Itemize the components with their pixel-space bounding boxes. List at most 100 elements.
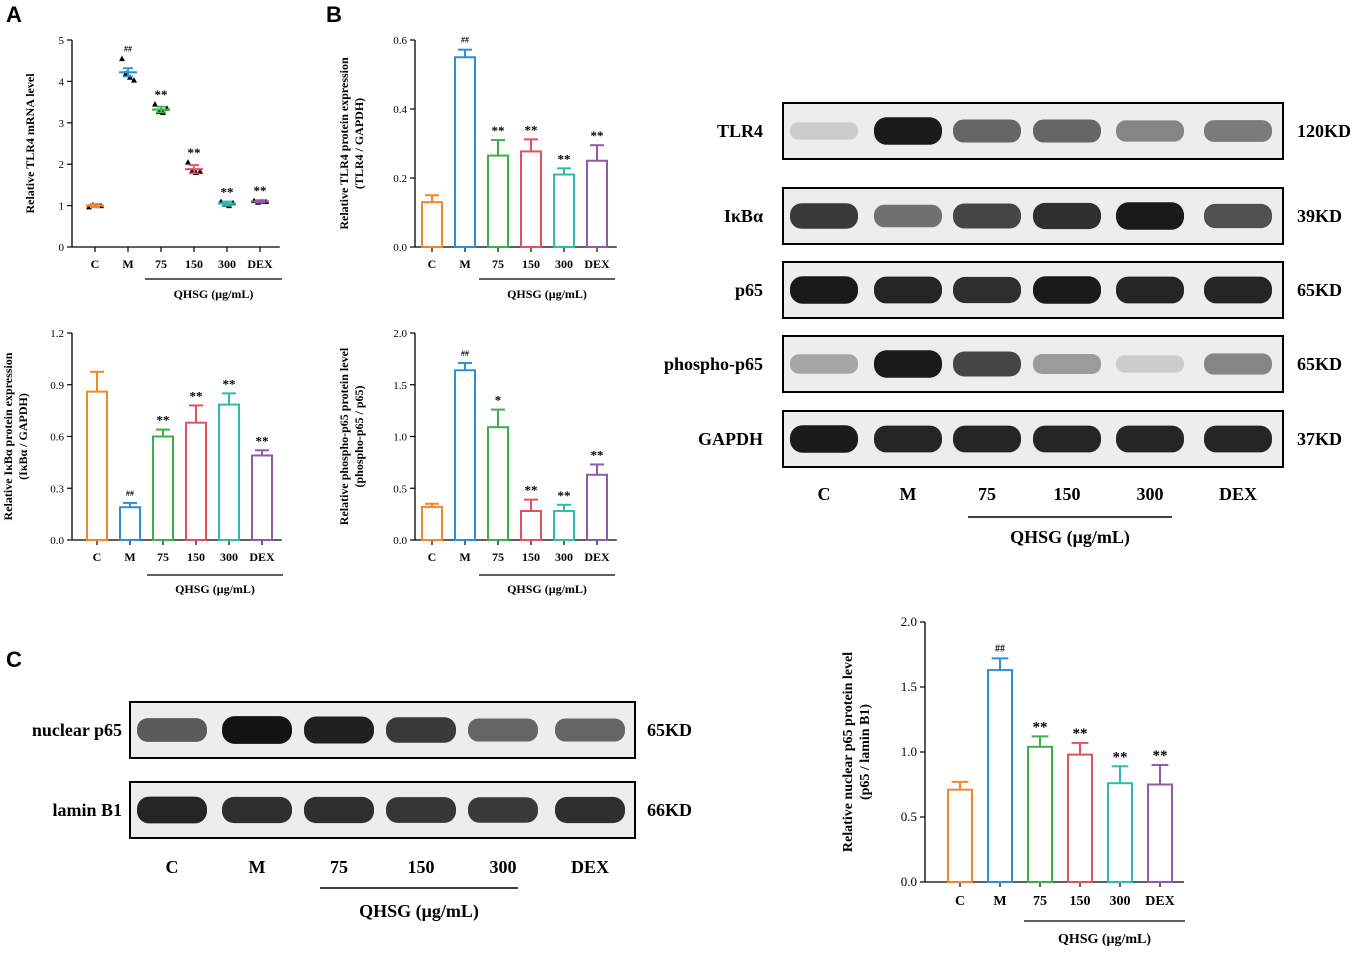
significance-mark: ** — [157, 413, 170, 428]
blot-size-label: 37KD — [1297, 429, 1342, 449]
y-tick-label: 0.0 — [50, 535, 64, 547]
panel-letter-a: A — [6, 2, 22, 27]
significance-mark: ** — [223, 376, 236, 391]
blot-row-0: TLR4 120KD — [717, 102, 1351, 160]
panel-letter-b: B — [326, 2, 342, 27]
blot-band — [790, 122, 858, 140]
y-tick-label: 5 — [59, 35, 65, 47]
blot-band — [304, 716, 374, 744]
bar-75 — [152, 435, 174, 541]
blot-band — [304, 796, 374, 824]
panel-letter-c: C — [6, 647, 22, 672]
bar-M — [987, 669, 1013, 883]
blot-protein-label: lamin B1 — [52, 800, 122, 820]
bar-75 — [1027, 745, 1053, 883]
y-axis-title: Relative phospho-p65 protein level — [337, 347, 351, 525]
bar-M — [454, 369, 476, 542]
group-label: QHSG (μg/mL) — [175, 582, 255, 596]
blot-band — [222, 796, 292, 824]
blot-row-3: phospho-p65 65KD — [664, 335, 1342, 393]
x-tick-label: 75 — [492, 257, 504, 271]
bar-DEX — [586, 473, 608, 542]
x-tick-label: 300 — [1110, 894, 1131, 909]
blot-band — [137, 718, 207, 742]
significance-mark: ** — [558, 488, 571, 503]
y-tick-label: 3 — [59, 118, 65, 130]
y-axis-title-group: Relative IκBα protein expression (IκBα / … — [1, 352, 30, 520]
y-axis-subtitle: (p65 / lamin B1) — [858, 704, 873, 800]
blot-protein-label: phospho-p65 — [664, 354, 763, 374]
y-tick-label: 0.6 — [393, 35, 407, 47]
significance-mark: * — [495, 393, 502, 408]
blot-c: nuclear p65 65KD lamin B1 66KD C M 75 150 300 DEX… — [32, 701, 692, 922]
blot-band — [468, 797, 538, 823]
x-tick-label: M — [459, 550, 470, 564]
bar-300 — [553, 510, 575, 541]
blot-band — [790, 354, 858, 374]
blot-frame — [129, 781, 636, 839]
blot-band — [1116, 355, 1184, 373]
y-tick-label: 0.6 — [50, 432, 64, 444]
x-tick-label: C — [955, 894, 965, 909]
bar-DEX — [251, 454, 273, 542]
blot-protein-label: TLR4 — [717, 121, 763, 141]
blot-band — [953, 276, 1021, 304]
blot-band — [790, 425, 858, 453]
blot-lane-label: 150 — [408, 857, 435, 877]
bar-C — [86, 390, 108, 541]
x-tick-label: 75 — [155, 257, 167, 271]
blot-band — [1033, 202, 1101, 230]
blot-band — [953, 203, 1021, 229]
chart-ikba-protein: 0.0 0.3 0.6 0.9 1.2 Relative IκBα protein exp… — [1, 328, 283, 596]
blots-layer: TLR4 120KD IκBα 39KD p65 65KD phospho-p65 65KD G… — [32, 102, 1351, 922]
blot-band — [386, 717, 456, 743]
y-tick-label: 0.0 — [901, 874, 917, 889]
blot-protein-label: IκBα — [724, 206, 763, 226]
y-axis-subtitle: (IκBα / GAPDH) — [16, 393, 30, 480]
x-tick-label: C — [91, 257, 100, 271]
group-label: QHSG (μg/mL) — [507, 287, 587, 301]
significance-mark: ## — [461, 349, 469, 358]
y-tick-label: 1.0 — [901, 744, 917, 759]
x-tick-label: 300 — [220, 550, 238, 564]
blot-band — [953, 351, 1021, 377]
bar-75 — [487, 154, 509, 248]
bar-300 — [553, 173, 575, 248]
y-axis-title-group: Relative nuclear p65 protein level (p65 /… — [841, 652, 873, 852]
chart-tlr4-mrna: 0 1 2 3 4 5 Relative TLR4 mRNA level C M ## 75 ** 15… — [23, 35, 282, 301]
blot-lane-label: C — [818, 484, 831, 504]
significance-mark: ** — [1153, 748, 1168, 764]
blot-frame — [782, 261, 1284, 319]
group-label: QHSG (μg/mL) — [507, 582, 587, 596]
x-tick-label: DEX — [247, 257, 273, 271]
x-tick-label: DEX — [584, 257, 610, 271]
blot-band — [874, 276, 942, 304]
blot-band — [1204, 425, 1272, 453]
x-tick-label: 150 — [187, 550, 205, 564]
y-axis-subtitle: (phospho-p65 / p65) — [352, 385, 366, 487]
blot-row-4: GAPDH 37KD — [698, 410, 1342, 468]
significance-mark: ** — [1073, 726, 1088, 742]
blot-band — [790, 276, 858, 304]
y-tick-label: 4 — [59, 76, 65, 88]
significance-mark: ** — [254, 183, 267, 198]
blot-band — [874, 425, 942, 453]
data-point — [185, 159, 191, 165]
bar-300 — [218, 403, 240, 541]
blot-band — [1116, 425, 1184, 453]
blot-band — [137, 796, 207, 824]
blot-band — [953, 425, 1021, 453]
blot-group-label: QHSG (μg/mL) — [359, 901, 479, 922]
y-tick-label: 0.5 — [901, 809, 917, 824]
x-tick-label: DEX — [1145, 894, 1175, 909]
blot-lane-label: DEX — [1219, 484, 1257, 504]
significance-mark: ## — [124, 45, 132, 54]
blot-lane-label: C — [166, 857, 179, 877]
significance-mark: ** — [591, 447, 604, 462]
x-tick-label: 75 — [1033, 894, 1047, 909]
blot-row-1: lamin B1 66KD — [52, 781, 692, 839]
blot-row-1: IκBα 39KD — [724, 187, 1342, 245]
bar-M — [454, 56, 476, 248]
blot-band — [874, 117, 942, 145]
